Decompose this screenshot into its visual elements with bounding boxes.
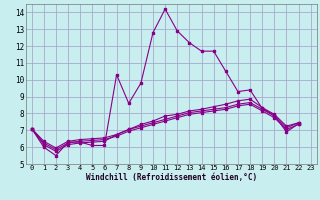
X-axis label: Windchill (Refroidissement éolien,°C): Windchill (Refroidissement éolien,°C) — [86, 173, 257, 182]
